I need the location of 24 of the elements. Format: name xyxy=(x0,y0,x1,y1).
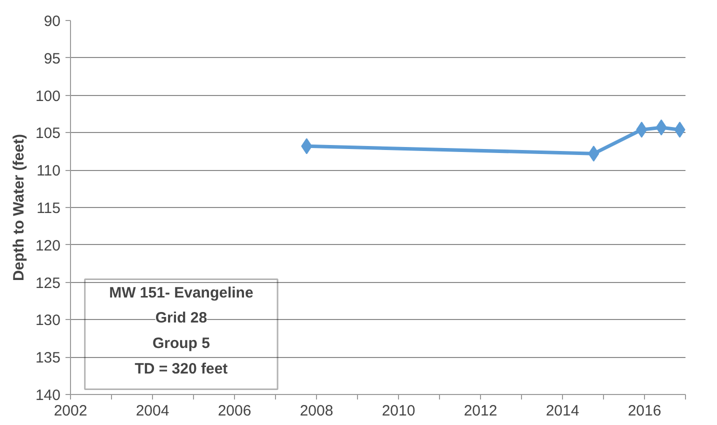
x-tick-label: 2010 xyxy=(382,402,416,420)
x-tick-label: 2004 xyxy=(136,402,170,420)
y-tick-label: 125 xyxy=(35,274,61,292)
x-tick-label: 2016 xyxy=(628,402,662,420)
x-tick-label: 2008 xyxy=(300,402,334,420)
y-tick-label: 135 xyxy=(35,350,61,367)
y-tick-label: 110 xyxy=(36,162,61,180)
x-tick-label: 2012 xyxy=(464,402,498,420)
y-tick-label: 100 xyxy=(35,88,61,105)
y-axis-title: Depth to Water (feet) xyxy=(10,134,28,281)
annotation: Group 5 xyxy=(152,335,210,352)
y-tick-label: 90 xyxy=(44,13,61,30)
y-tick-label: 130 xyxy=(35,312,61,330)
y-tick-label: 105 xyxy=(35,125,61,142)
y-tick-label: 120 xyxy=(35,237,61,254)
y-tick-label: 115 xyxy=(36,200,61,217)
x-tick-label: 2002 xyxy=(54,402,88,420)
annotation: MW 151- Evangeline xyxy=(109,284,254,302)
annotation: TD = 320 feet xyxy=(134,360,228,378)
annotation: Grid 28 xyxy=(155,310,208,327)
y-tick-label: 95 xyxy=(44,50,61,68)
y-tick-label: 140 xyxy=(35,387,61,404)
x-tick-label: 2006 xyxy=(218,402,252,420)
x-tick-label: 2014 xyxy=(546,402,580,420)
